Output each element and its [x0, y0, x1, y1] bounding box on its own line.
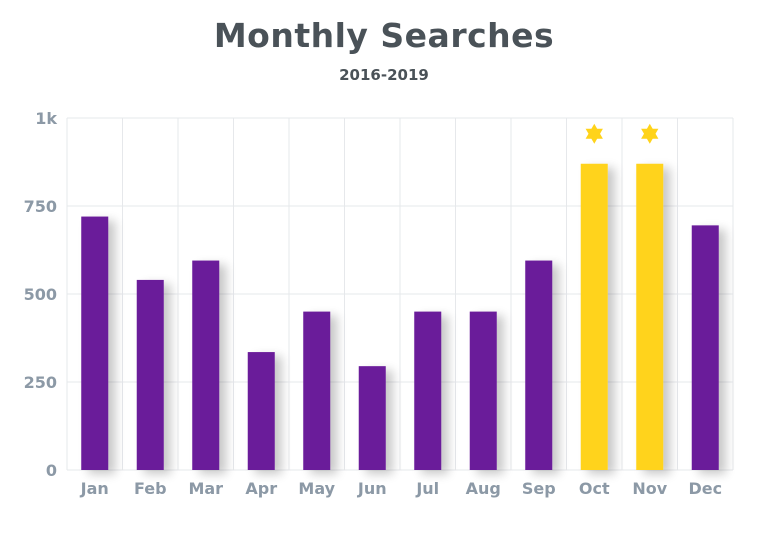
star-icon: [641, 123, 659, 144]
x-tick-label: Jan: [80, 479, 109, 498]
x-tick-label: Mar: [188, 479, 223, 498]
y-tick-label: 250: [24, 373, 57, 392]
bar-jul: [414, 311, 442, 470]
star-icon: [585, 123, 603, 144]
y-axis-ticks: 0 250 500 750 1k: [24, 109, 58, 480]
x-tick-label: Oct: [579, 479, 610, 498]
bars: [81, 163, 719, 470]
bar-jan: [81, 216, 109, 470]
x-tick-label: Aug: [466, 479, 501, 498]
bar-sep: [525, 260, 553, 470]
bar-apr: [247, 352, 275, 470]
x-tick-label: Apr: [245, 479, 277, 498]
chart-title: Monthly Searches: [213, 16, 555, 55]
bar-nov: [636, 163, 664, 470]
bar-feb: [136, 279, 164, 470]
bar-dec: [691, 225, 719, 470]
grid-lines: [66, 117, 734, 471]
y-tick-label: 750: [24, 197, 57, 216]
x-tick-label: Dec: [688, 479, 722, 498]
x-tick-label: Sep: [522, 479, 556, 498]
y-tick-label: 0: [46, 461, 57, 480]
bar-aug: [469, 311, 497, 470]
chart-subtitle: 2016-2019: [339, 66, 429, 84]
bar-may: [303, 311, 331, 470]
bar-mar: [192, 260, 220, 470]
bar-jun: [358, 366, 386, 470]
highlight-markers: [585, 123, 659, 144]
x-tick-label: Feb: [134, 479, 167, 498]
y-tick-label: 500: [24, 285, 57, 304]
y-tick-label: 1k: [35, 109, 57, 128]
x-tick-label: Jul: [415, 479, 439, 498]
x-tick-label: May: [298, 479, 335, 498]
x-tick-label: Jun: [357, 479, 387, 498]
bar-oct: [580, 163, 608, 470]
x-tick-label: Nov: [632, 479, 667, 498]
x-axis-ticks: Jan Feb Mar Apr May Jun Jul Aug Sep Oct Nov Dec: [80, 479, 722, 498]
